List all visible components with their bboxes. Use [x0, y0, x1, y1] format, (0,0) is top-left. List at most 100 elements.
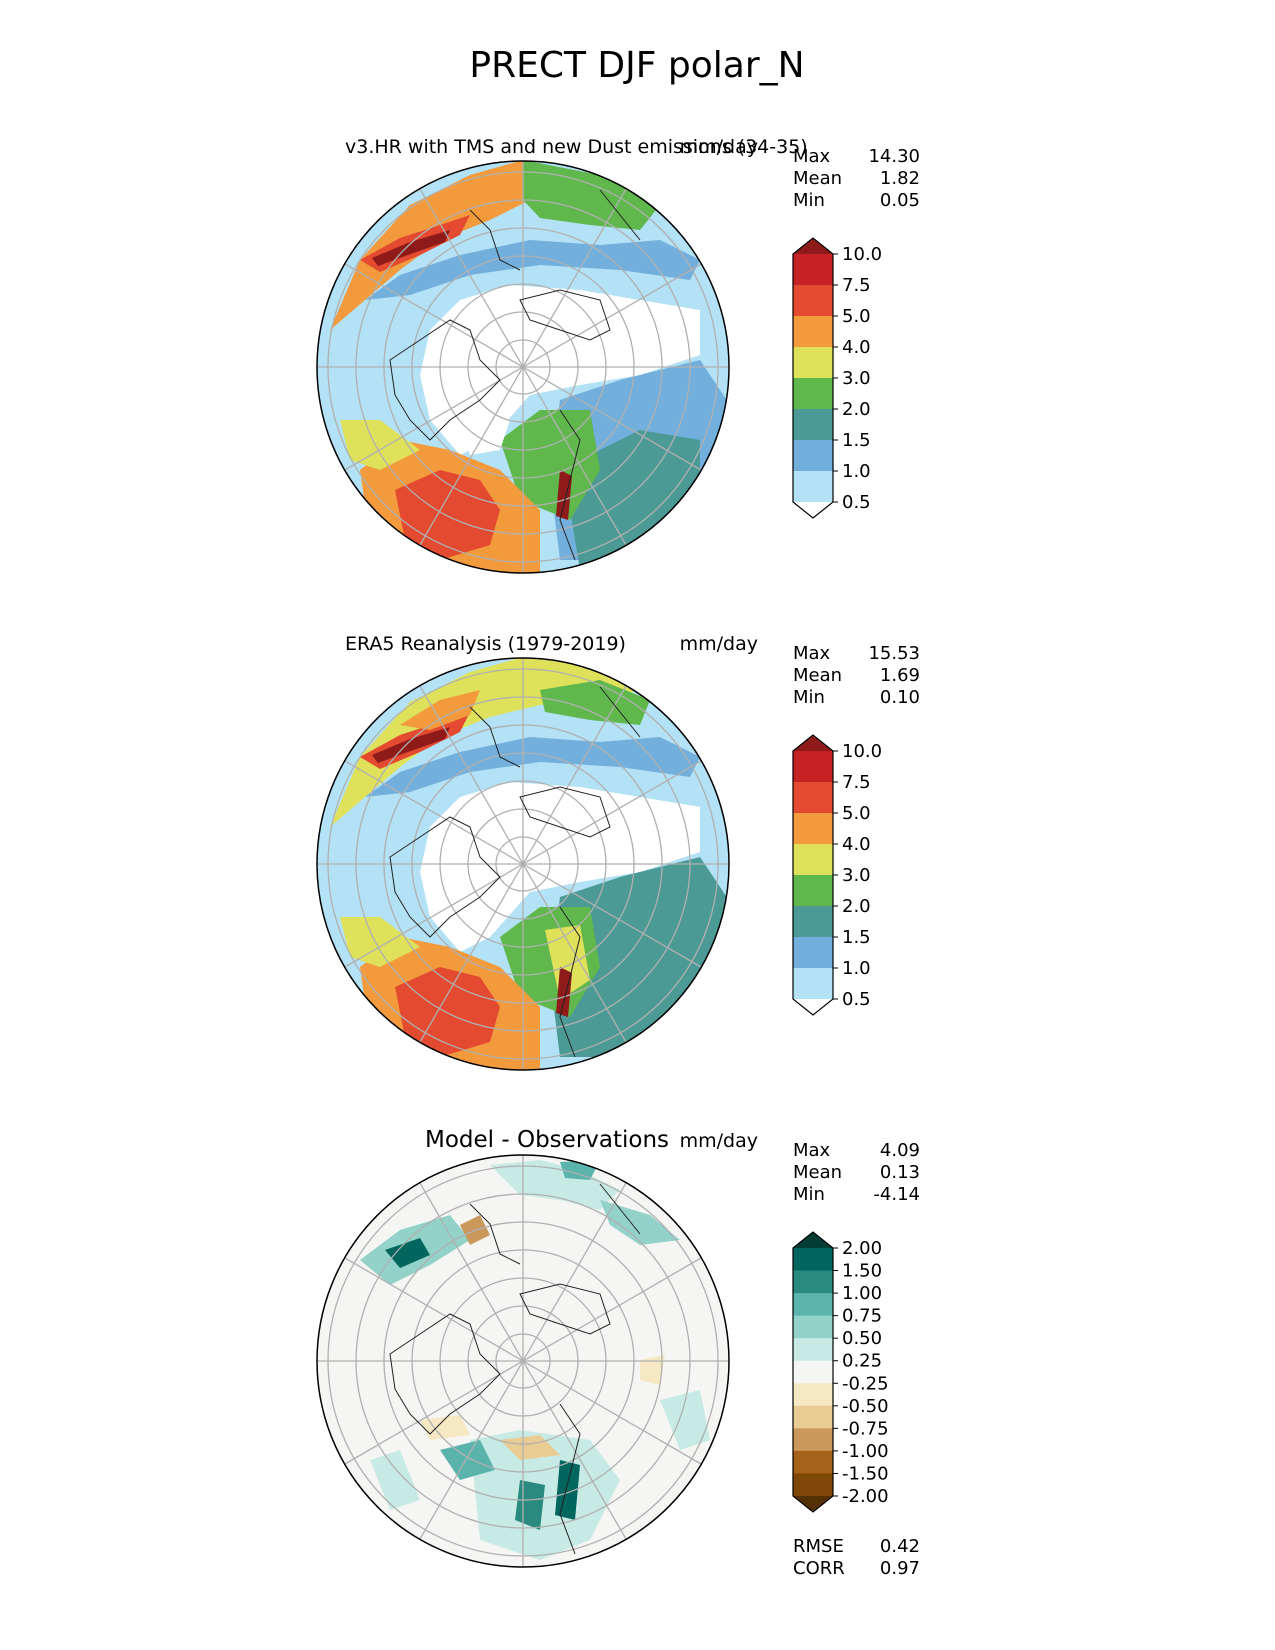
region-pacific-blue: [365, 240, 700, 300]
colorbar-tick-label: -1.00: [842, 1441, 889, 1462]
colorbar-swatch: [793, 1450, 833, 1474]
colorbar-tick-label: 1.0: [842, 461, 871, 482]
colorbar-swatch: [793, 1315, 833, 1339]
colorbar-tick-label: 4.0: [842, 834, 871, 855]
colorbar: 10.0 7.5 5.0 4.0 3.0 2.0 1.5 1.0 0.5: [792, 734, 882, 1016]
polar-map: [316, 1154, 730, 1568]
colorbar-tick-label: 2.00: [842, 1238, 882, 1259]
colorbar-tick-label: -0.50: [842, 1396, 889, 1417]
stat-label: Mean: [793, 1162, 842, 1183]
colorbar-extend-max: [793, 735, 833, 751]
colorbar-extend-max: [793, 238, 833, 254]
region-pacific-orange: [400, 690, 480, 730]
colorbar-swatch: [793, 285, 833, 317]
coastlines: [389, 1183, 641, 1555]
panel-title: Model - Observations: [425, 1127, 669, 1153]
colorbar-tick-label: 0.75: [842, 1306, 882, 1327]
stat-label: Mean: [793, 168, 842, 189]
colorbar-swatch: [793, 378, 833, 410]
stat-label: Min: [793, 1184, 825, 1205]
colorbar-tick-label: 2.0: [842, 896, 871, 917]
stat-label: Max: [793, 146, 831, 167]
stat-max: Max 14.30: [793, 146, 920, 167]
stat-corr: CORR 0.97: [793, 1558, 920, 1579]
colorbar-swatch: [793, 1338, 833, 1362]
stat-value: 4.09: [880, 1140, 920, 1161]
colorbar-swatch: [793, 751, 833, 783]
stat-mean: Mean 1.69: [793, 665, 920, 686]
anomaly-positive: [660, 1390, 710, 1450]
stat-max: Max 4.09: [793, 1140, 920, 1161]
colorbar-swatch: [793, 409, 833, 441]
map-border: [316, 657, 730, 1071]
colorbar-swatch: [793, 937, 833, 969]
region-pacific-blue: [365, 737, 700, 797]
colorbar-swatch: [793, 440, 833, 472]
stat-rmse: RMSE 0.42: [793, 1536, 920, 1557]
stat-min: Min 0.10: [793, 687, 920, 708]
colorbar-tick-label: 5.0: [842, 306, 871, 327]
colorbar-swatch: [793, 906, 833, 938]
colorbar-swatch: [793, 844, 833, 876]
colorbar-swatches: [792, 1231, 834, 1513]
graticule: [317, 658, 729, 1070]
region-atlantic-core: [395, 967, 500, 1057]
colorbar: 10.0 7.5 5.0 4.0 3.0 2.0 1.5 1.0 0.5: [792, 237, 882, 519]
colorbar-tick-label: -0.25: [842, 1373, 889, 1394]
colorbar-tick-label: 1.50: [842, 1261, 882, 1282]
figure-title: PRECT DJF polar_N: [469, 45, 804, 86]
region-pacific-green: [523, 161, 660, 230]
region-norway-coast: [556, 470, 572, 520]
region-greenland-white: [455, 390, 510, 455]
colorbar-tick-label: 2.0: [842, 399, 871, 420]
stat-mean: Mean 0.13: [793, 1162, 920, 1183]
colorbar-tick-label: 3.0: [842, 368, 871, 389]
stat-max: Max 15.53: [793, 643, 920, 664]
colorbar-swatch: [793, 782, 833, 814]
colorbar-tick-label: 10.0: [842, 244, 882, 265]
stat-label: Max: [793, 643, 831, 664]
colorbar-swatch: [793, 1473, 833, 1497]
graticule: [317, 1155, 729, 1567]
colorbar-extend-min: [793, 1496, 833, 1512]
units-label: mm/day: [680, 136, 758, 158]
colorbar-extend-min: [793, 999, 833, 1015]
region-atlantic-yellow: [340, 420, 420, 470]
colorbar-tick-label: 4.0: [842, 337, 871, 358]
anomaly-negative: [420, 1415, 470, 1440]
colorbar-swatch: [793, 316, 833, 348]
stat-value: 0.42: [880, 1536, 920, 1557]
colorbar-tick-label: 1.0: [842, 958, 871, 979]
stat-label: CORR: [793, 1558, 845, 1579]
stat-min: Min -4.14: [793, 1184, 920, 1205]
colorbar-swatch: [793, 347, 833, 379]
anomaly-positive: [440, 1440, 495, 1480]
anomaly-positive: [600, 1200, 680, 1245]
stat-value: 1.82: [880, 168, 920, 189]
stat-value: 0.97: [880, 1558, 920, 1579]
colorbar-tick-label: 0.5: [842, 492, 871, 513]
colorbar-tick-label: 0.5: [842, 989, 871, 1010]
colorbar-swatch: [793, 1428, 833, 1452]
colorbar-ticks: 10.0 7.5 5.0 4.0 3.0 2.0 1.5 1.0 0.5: [833, 244, 882, 513]
colorbar-swatch: [793, 471, 833, 503]
units-label: mm/day: [680, 1130, 758, 1152]
anomaly-positive-strong: [385, 1238, 430, 1268]
stat-label: RMSE: [793, 1536, 844, 1557]
region-storm-core: [372, 727, 450, 763]
colorbar-tick-label: 5.0: [842, 803, 871, 824]
stat-value: 0.10: [880, 687, 920, 708]
anomaly-positive-strong: [555, 1460, 580, 1520]
colorbar-swatch: [793, 254, 833, 286]
colorbar: 2.001.501.000.750.500.25-0.25-0.50-0.75-…: [792, 1231, 889, 1513]
map-border: [316, 160, 730, 574]
colorbar-extend-max: [793, 1232, 833, 1248]
colorbar-swatch: [793, 1293, 833, 1317]
region-atlantic-core: [395, 470, 500, 560]
anomaly-negative: [640, 1355, 665, 1385]
colorbar-tick-label: 1.5: [842, 430, 871, 451]
stat-label: Max: [793, 1140, 831, 1161]
coastlines: [389, 189, 641, 561]
stat-value: 15.53: [868, 643, 920, 664]
